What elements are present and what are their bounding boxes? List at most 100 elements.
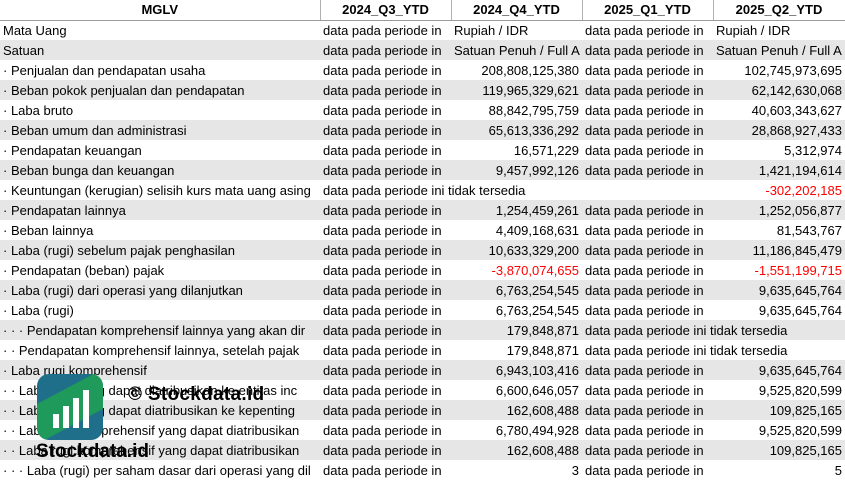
cell[interactable]: 119,965,329,621 bbox=[451, 80, 582, 100]
cell[interactable]: 109,825,165 bbox=[713, 440, 845, 460]
cell[interactable]: data pada periode in bbox=[320, 140, 451, 160]
table-row[interactable]: · · Laba rugi komprehensif yang dapat di… bbox=[0, 440, 845, 460]
cell[interactable]: data pada periode ini tidak tersedia bbox=[582, 320, 787, 340]
table-row[interactable]: · · Laba rugi yang dapat diatribusikan k… bbox=[0, 380, 845, 400]
cell[interactable]: data pada periode in bbox=[320, 280, 451, 300]
cell[interactable]: -3,870,074,655 bbox=[451, 260, 582, 280]
cell[interactable]: 6,943,103,416 bbox=[451, 360, 582, 380]
cell[interactable]: data pada periode in bbox=[320, 200, 451, 220]
column-header-2024-q3[interactable]: 2024_Q3_YTD bbox=[320, 0, 452, 21]
cell[interactable]: data pada periode in bbox=[320, 100, 451, 120]
cell[interactable]: data pada periode in bbox=[582, 220, 713, 240]
cell[interactable]: data pada periode ini tidak tersedia bbox=[320, 180, 525, 200]
table-row[interactable]: · Beban umum dan administrasi data pada p… bbox=[0, 120, 845, 140]
column-header-2025-q2[interactable]: 2025_Q2_YTD bbox=[713, 0, 845, 21]
cell[interactable]: data pada periode in bbox=[582, 380, 713, 400]
cell[interactable] bbox=[582, 180, 713, 200]
cell[interactable]: data pada periode in bbox=[582, 100, 713, 120]
table-row[interactable]: Satuan data pada periode in Satuan Penuh /… bbox=[0, 40, 845, 60]
cell[interactable]: 179,848,871 bbox=[451, 340, 582, 360]
cell[interactable]: data pada periode in bbox=[582, 460, 713, 480]
table-row[interactable]: · Penjualan dan pendapatan usaha data pad… bbox=[0, 60, 845, 80]
cell[interactable]: 6,763,254,545 bbox=[451, 300, 582, 320]
table-row[interactable]: · Laba rugi komprehensif data pada period… bbox=[0, 360, 845, 380]
cell[interactable]: data pada periode in bbox=[320, 460, 451, 480]
table-row[interactable]: · · · Pendapatan komprehensif lainnya ya… bbox=[0, 320, 845, 340]
cell[interactable]: 4,409,168,631 bbox=[451, 220, 582, 240]
cell[interactable]: Rupiah / IDR bbox=[713, 20, 845, 40]
cell[interactable]: data pada periode in bbox=[582, 240, 713, 260]
cell[interactable]: data pada periode in bbox=[582, 360, 713, 380]
cell[interactable]: Satuan Penuh / Full A bbox=[451, 40, 582, 60]
cell[interactable]: 3 bbox=[451, 460, 582, 480]
cell[interactable]: 9,635,645,764 bbox=[713, 300, 845, 320]
cell[interactable]: data pada periode in bbox=[582, 400, 713, 420]
cell[interactable]: data pada periode in bbox=[582, 140, 713, 160]
cell[interactable]: 6,780,494,928 bbox=[451, 420, 582, 440]
table-row[interactable]: · Pendapatan keuangan data pada periode i… bbox=[0, 140, 845, 160]
cell[interactable]: 1,254,459,261 bbox=[451, 200, 582, 220]
cell[interactable]: data pada periode in bbox=[320, 220, 451, 240]
cell[interactable]: data pada periode in bbox=[582, 120, 713, 140]
table-row[interactable]: · Beban pokok penjualan dan pendapatan da… bbox=[0, 80, 845, 100]
table-row[interactable]: · Laba bruto data pada periode in 88,842,7… bbox=[0, 100, 845, 120]
cell[interactable]: data pada periode in bbox=[582, 160, 713, 180]
cell[interactable]: 9,457,992,126 bbox=[451, 160, 582, 180]
cell[interactable]: -1,551,199,715 bbox=[713, 260, 845, 280]
cell[interactable]: data pada periode in bbox=[582, 80, 713, 100]
cell[interactable]: data pada periode in bbox=[320, 60, 451, 80]
cell[interactable]: data pada periode in bbox=[582, 440, 713, 460]
cell[interactable]: 1,252,056,877 bbox=[713, 200, 845, 220]
cell[interactable]: 5,312,974 bbox=[713, 140, 845, 160]
cell[interactable]: data pada periode in bbox=[320, 400, 451, 420]
cell[interactable]: 102,745,973,695 bbox=[713, 60, 845, 80]
cell[interactable]: data pada periode in bbox=[320, 360, 451, 380]
cell[interactable]: 162,608,488 bbox=[451, 440, 582, 460]
cell[interactable]: 5 bbox=[713, 460, 845, 480]
cell[interactable]: data pada periode in bbox=[320, 160, 451, 180]
cell[interactable]: data pada periode in bbox=[320, 380, 451, 400]
cell[interactable]: 208,808,125,380 bbox=[451, 60, 582, 80]
cell[interactable]: data pada periode in bbox=[320, 320, 451, 340]
cell[interactable]: data pada periode in bbox=[320, 120, 451, 140]
cell[interactable]: 40,603,343,627 bbox=[713, 100, 845, 120]
cell[interactable]: data pada periode in bbox=[320, 440, 451, 460]
cell[interactable]: 10,633,329,200 bbox=[451, 240, 582, 260]
cell[interactable]: data pada periode in bbox=[582, 260, 713, 280]
cell[interactable]: data pada periode in bbox=[320, 240, 451, 260]
cell[interactable]: data pada periode ini tidak tersedia bbox=[582, 340, 787, 360]
cell[interactable]: data pada periode in bbox=[582, 280, 713, 300]
table-row[interactable]: · Keuntungan (kerugian) selisih kurs mat… bbox=[0, 180, 845, 200]
cell[interactable] bbox=[713, 320, 845, 340]
cell[interactable]: 9,635,645,764 bbox=[713, 360, 845, 380]
cell[interactable]: 6,600,646,057 bbox=[451, 380, 582, 400]
table-row[interactable]: · Beban lainnya data pada periode in 4,409… bbox=[0, 220, 845, 240]
table-row[interactable]: · · · Laba (rugi) per saham dasar dari o… bbox=[0, 460, 845, 480]
cell[interactable]: -302,202,185 bbox=[713, 180, 845, 200]
cell[interactable]: 1,421,194,614 bbox=[713, 160, 845, 180]
cell[interactable]: 109,825,165 bbox=[713, 400, 845, 420]
table-row[interactable]: · · Pendapatan komprehensif lainnya, set… bbox=[0, 340, 845, 360]
cell[interactable]: data pada periode in bbox=[582, 200, 713, 220]
cell[interactable]: 16,571,229 bbox=[451, 140, 582, 160]
cell[interactable]: data pada periode in bbox=[582, 40, 713, 60]
column-header-2024-q4[interactable]: 2024_Q4_YTD bbox=[451, 0, 583, 21]
column-header-2025-q1[interactable]: 2025_Q1_YTD bbox=[582, 0, 714, 21]
cell[interactable]: Satuan Penuh / Full A bbox=[713, 40, 845, 60]
cell[interactable]: data pada periode in bbox=[320, 80, 451, 100]
cell[interactable]: data pada periode in bbox=[320, 260, 451, 280]
cell[interactable]: 179,848,871 bbox=[451, 320, 582, 340]
cell[interactable]: 81,543,767 bbox=[713, 220, 845, 240]
cell[interactable]: data pada periode in bbox=[582, 420, 713, 440]
cell[interactable]: data pada periode in bbox=[320, 300, 451, 320]
table-row[interactable]: Mata Uang data pada periode in Rupiah / ID… bbox=[0, 20, 845, 40]
cell[interactable]: data pada periode in bbox=[582, 60, 713, 80]
cell[interactable]: 65,613,336,292 bbox=[451, 120, 582, 140]
cell[interactable]: Rupiah / IDR bbox=[451, 20, 582, 40]
cell[interactable]: 9,525,820,599 bbox=[713, 380, 845, 400]
cell[interactable]: 88,842,795,759 bbox=[451, 100, 582, 120]
cell[interactable] bbox=[451, 180, 582, 200]
table-row[interactable]: · Laba (rugi) sebelum pajak penghasilan d… bbox=[0, 240, 845, 260]
table-row[interactable]: · · Laba rugi yang dapat diatribusikan k… bbox=[0, 400, 845, 420]
table-row[interactable]: · Laba (rugi) data pada periode in 6,763,2… bbox=[0, 300, 845, 320]
